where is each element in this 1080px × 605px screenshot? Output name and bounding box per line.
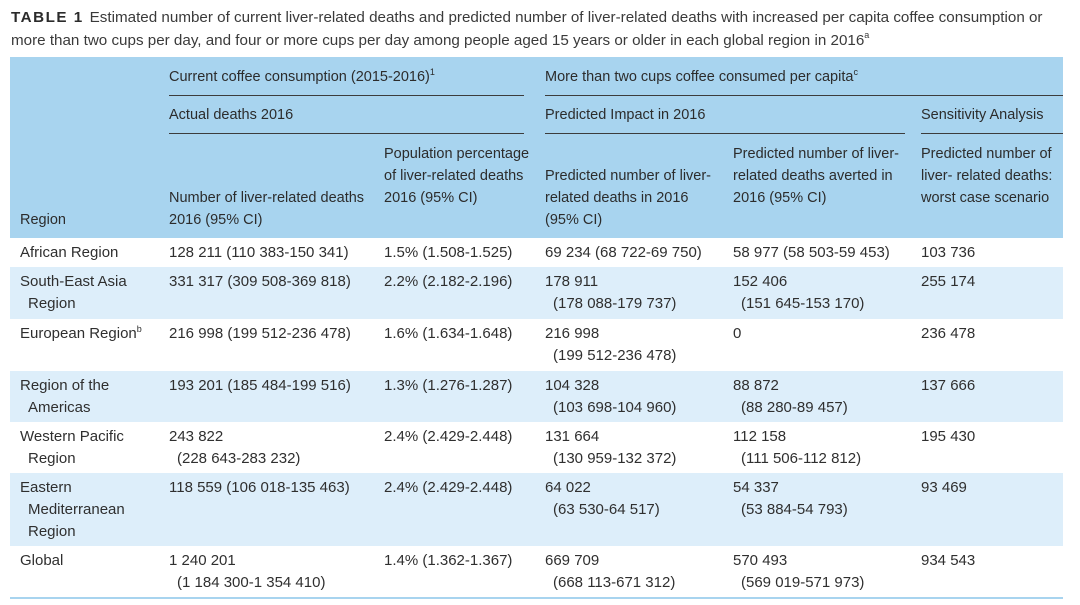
column-header-worst-case: Predicted number of liver- related death… [921,146,1053,206]
cell-population-pct: 1.4% (1.362-1.367) [384,552,513,569]
header-rule [169,95,524,96]
cell-population-pct: 2.2% (2.182-2.196) [384,273,513,290]
cell-region: Western Pacific Region [20,428,124,467]
column-header-predicted: Predicted number of liver- related death… [545,168,712,228]
table-row [10,473,1063,546]
table-header [10,57,1063,238]
column-header-population-pct: Population percentage of liver-related d… [384,146,530,206]
cell-worst-case: 934 543 [921,552,976,569]
cell-worst-case: 195 430 [921,428,976,445]
header-rule [545,133,905,134]
cell-deaths: 243 822 (228 643-283 232) [169,428,301,467]
data-table: Current coffee consumption (2015-2016)1 … [10,57,1063,599]
cell-predicted: 178 911 (178 088-179 737) [545,273,677,312]
header-rule [545,95,1063,96]
region-footnote-mark: b [136,324,142,334]
caption-footnote-mark: a [864,30,870,40]
cell-region: South-East Asia Region [20,273,127,312]
table-row [10,546,1063,597]
cell-deaths: 1 240 201 (1 184 300-1 354 410) [169,552,326,591]
cell-deaths: 118 559 (106 018-135 463) [169,479,350,496]
cell-averted: 88 872 (88 280-89 457) [733,377,848,416]
cell-region: African Region [20,244,119,261]
column-header-averted: Predicted number of liver-related deaths… [733,146,900,206]
cell-predicted: 131 664 (130 959-132 372) [545,428,677,467]
table-bottom-rule [10,597,1063,599]
header-sensitivity-analysis: Sensitivity Analysis [921,107,1044,123]
cell-worst-case: 236 478 [921,325,976,342]
cell-population-pct: 1.3% (1.276-1.287) [384,377,513,394]
table-row [10,422,1063,473]
cell-averted: 152 406 (151 645-153 170) [733,273,865,312]
table-row [10,319,1063,371]
table-row [10,238,1063,267]
cell-worst-case: 255 174 [921,273,976,290]
cell-predicted: 64 022 (63 530-64 517) [545,479,660,518]
cell-averted: 112 158 (111 506-112 812) [733,428,862,467]
caption-text: Estimated number of current liver-relate… [11,9,1043,49]
column-header-deaths: Number of liver-related deaths 2016 (95%… [169,190,365,228]
cell-deaths: 216 998 (199 512-236 478) [169,325,351,342]
header-rule [169,133,524,134]
cell-region: European Regionb [20,324,142,342]
cell-averted: 58 977 (58 503-59 453) [733,244,890,261]
cell-predicted: 216 998 (199 512-236 478) [545,325,677,364]
cell-worst-case: 103 736 [921,244,976,261]
cell-population-pct: 1.6% (1.634-1.648) [384,325,513,342]
cell-population-pct: 1.5% (1.508-1.525) [384,244,513,261]
cell-deaths: 193 201 (185 484-199 516) [169,377,351,394]
cell-averted: 0 [733,325,742,342]
cell-worst-case: 93 469 [921,479,967,496]
cell-averted: 570 493 (569 019-571 973) [733,552,865,591]
cell-predicted: 669 709 (668 113-671 312) [545,552,676,591]
cell-region: Region of the Americas [20,377,110,416]
header-group-two-cups: More than two cups coffee consumed per c… [545,67,858,85]
table-caption: TABLE 1 Estimated number of current liver… [11,6,1073,52]
cell-predicted: 104 328 (103 698-104 960) [545,377,677,416]
cell-worst-case: 137 666 [921,377,976,394]
cell-deaths: 128 211 (110 383-150 341) [169,244,349,261]
column-header-region: Region [20,212,66,228]
header-rule [921,133,1063,134]
cell-population-pct: 2.4% (2.429-2.448) [384,479,513,496]
header-predicted-impact: Predicted Impact in 2016 [545,107,706,123]
header-actual-deaths: Actual deaths 2016 [169,107,294,123]
table-row [10,371,1063,422]
cell-deaths: 331 317 (309 508-369 818) [169,273,351,290]
cell-region: Global [20,552,64,569]
header-group-current: Current coffee consumption (2015-2016)1 [169,67,435,85]
cell-predicted: 69 234 (68 722-69 750) [545,244,702,261]
cell-population-pct: 2.4% (2.429-2.448) [384,428,513,445]
table-row [10,267,1063,319]
cell-region: Eastern Mediterranean Region [20,479,125,540]
table-label: TABLE 1 [11,9,84,26]
cell-averted: 54 337 (53 884-54 793) [733,479,848,518]
